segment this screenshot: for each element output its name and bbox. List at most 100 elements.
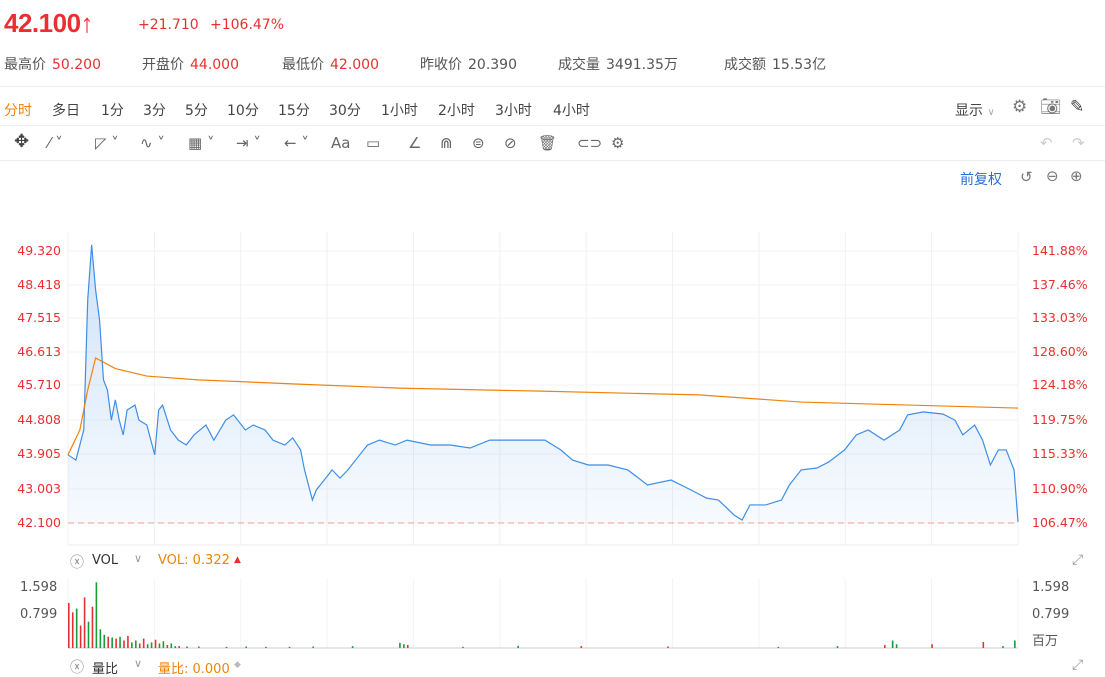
camera-icon[interactable]: 📷︎: [1040, 97, 1062, 117]
wave-tool-icon[interactable]: ∿ ˅: [140, 134, 165, 152]
chevron-down-icon: ∨: [987, 107, 995, 118]
chevron-down-icon[interactable]: ∨: [134, 552, 143, 565]
price-area: [68, 244, 1018, 524]
vol-tick: 0.799: [20, 607, 58, 622]
y-right-tick: 124.18%: [1032, 377, 1088, 392]
vol-value: VOL: 0.322: [158, 553, 230, 568]
volume-bar: [265, 646, 267, 648]
volume-bar: [75, 608, 78, 648]
arrow-up-icon: ↑: [80, 8, 94, 38]
volume-bar: [351, 646, 354, 648]
vol-tick: 1.598: [20, 580, 58, 595]
volume-bar: [123, 640, 125, 648]
volume-bar: [245, 646, 247, 648]
volume-bar: [83, 597, 86, 648]
tab-period[interactable]: 多日: [52, 103, 80, 119]
volume-bar: [87, 621, 90, 648]
volume-bar: [312, 646, 314, 648]
price-line: [67, 244, 1019, 522]
ratio-value: 量比: 0.000: [158, 662, 230, 677]
volume-bar: [71, 612, 74, 648]
volume-bar: [154, 639, 157, 648]
volume-bar: [517, 645, 519, 648]
price-value: 42.100: [4, 8, 81, 38]
text-tool[interactable]: Aa: [331, 134, 351, 152]
chevron-down-icon[interactable]: ∨: [134, 657, 143, 670]
volume-bar: [138, 643, 141, 648]
y-right-tick: 115.33%: [1032, 446, 1088, 461]
expand-icon[interactable]: ⤢: [1072, 552, 1084, 568]
zoom-out-icon[interactable]: ⊖: [1046, 167, 1059, 185]
stat-value: 50.200: [52, 57, 101, 73]
diamond-icon: ◆: [234, 660, 241, 670]
adjust-button[interactable]: 前复权: [960, 172, 1002, 188]
tab-period[interactable]: 4小时: [553, 103, 590, 119]
redo-icon[interactable]: ↷: [1072, 134, 1085, 152]
close-vol-icon[interactable]: ⓧ: [70, 555, 84, 571]
close-ratio-icon[interactable]: ⓧ: [70, 660, 84, 676]
ratio-indicator-name[interactable]: 量比: [92, 662, 119, 677]
polyline-tool-icon[interactable]: ◸ ˅: [95, 134, 119, 152]
vol-indicator-name[interactable]: VOL: [92, 553, 119, 568]
volume-bar: [174, 646, 177, 648]
fib-tool-icon[interactable]: ▦ ˅: [188, 134, 215, 152]
volume-bar: [225, 646, 228, 648]
y-left-tick: 45.710: [17, 377, 61, 392]
volume-bar: [170, 643, 173, 648]
stat-item: 成交量 3491.35万: [558, 54, 678, 74]
tab-period[interactable]: 10分: [227, 103, 259, 119]
stat-label: 成交额: [724, 57, 766, 73]
volume-bar: [580, 646, 583, 648]
reset-icon[interactable]: ↺: [1020, 168, 1033, 186]
tab-period[interactable]: 1分: [101, 103, 124, 119]
volume-bar: [127, 635, 129, 648]
volume-bar: [115, 638, 117, 648]
pencil-icon[interactable]: ✎: [1070, 97, 1085, 117]
y-right-tick: 133.03%: [1032, 310, 1088, 325]
move-icon[interactable]: ✥: [14, 131, 30, 152]
volume-bar: [407, 644, 409, 648]
vol-tick: 1.598: [1032, 580, 1070, 595]
volume-bar: [119, 636, 121, 648]
undo-icon[interactable]: ↶: [1040, 134, 1053, 152]
tab-period[interactable]: 1小时: [381, 103, 418, 119]
volume-bar: [131, 642, 133, 648]
price-change-pct: +106.47%: [210, 17, 285, 33]
hide-icon[interactable]: ⊘: [504, 134, 517, 152]
angle-icon[interactable]: ∠: [408, 134, 422, 152]
line-tool-icon[interactable]: ⁄ ˅: [48, 134, 63, 152]
y-left-tick: 46.613: [17, 344, 61, 359]
y-right-tick: 110.90%: [1032, 481, 1088, 496]
volume-bar: [142, 638, 145, 648]
volume-bar: [895, 644, 898, 648]
comment-icon[interactable]: ▭: [366, 134, 381, 152]
y-left-tick: 42.100: [17, 515, 61, 530]
tab-period[interactable]: 2小时: [438, 103, 475, 119]
magnet-icon[interactable]: ⋒: [440, 134, 453, 152]
tab-period[interactable]: 3小时: [495, 103, 532, 119]
zoom-in-icon[interactable]: ⊕: [1070, 167, 1083, 185]
volume-bar: [162, 641, 165, 648]
stat-item: 最高价 50.200: [4, 54, 101, 74]
measure-tool-icon[interactable]: ⇥ ˅: [236, 134, 261, 152]
stat-value: 44.000: [190, 57, 239, 73]
tab-period[interactable]: 30分: [329, 103, 361, 119]
volume-bar: [667, 646, 669, 648]
arrow-tool-icon[interactable]: ← ˅: [284, 134, 309, 152]
link-icon[interactable]: ⊂⊃: [577, 134, 603, 152]
trash-icon[interactable]: 🗑︎: [538, 134, 558, 152]
volume-bar: [982, 641, 985, 648]
y-left-tick: 44.808: [17, 412, 61, 427]
y-right-tick: 137.46%: [1032, 277, 1088, 292]
settings-icon[interactable]: ⚙: [1012, 97, 1028, 117]
tab-period[interactable]: 15分: [278, 103, 310, 119]
tool-settings-icon[interactable]: ⚙: [611, 134, 625, 152]
tab-period[interactable]: 5分: [185, 103, 208, 119]
y-right-tick: 141.88%: [1032, 243, 1088, 258]
expand-icon[interactable]: ⤢: [1072, 657, 1084, 673]
tab-period[interactable]: 3分: [143, 103, 166, 119]
display-dropdown[interactable]: 显示 ∨: [955, 100, 995, 120]
tab-period[interactable]: 分时: [4, 103, 32, 119]
lock-icon[interactable]: ⊜: [472, 134, 485, 152]
